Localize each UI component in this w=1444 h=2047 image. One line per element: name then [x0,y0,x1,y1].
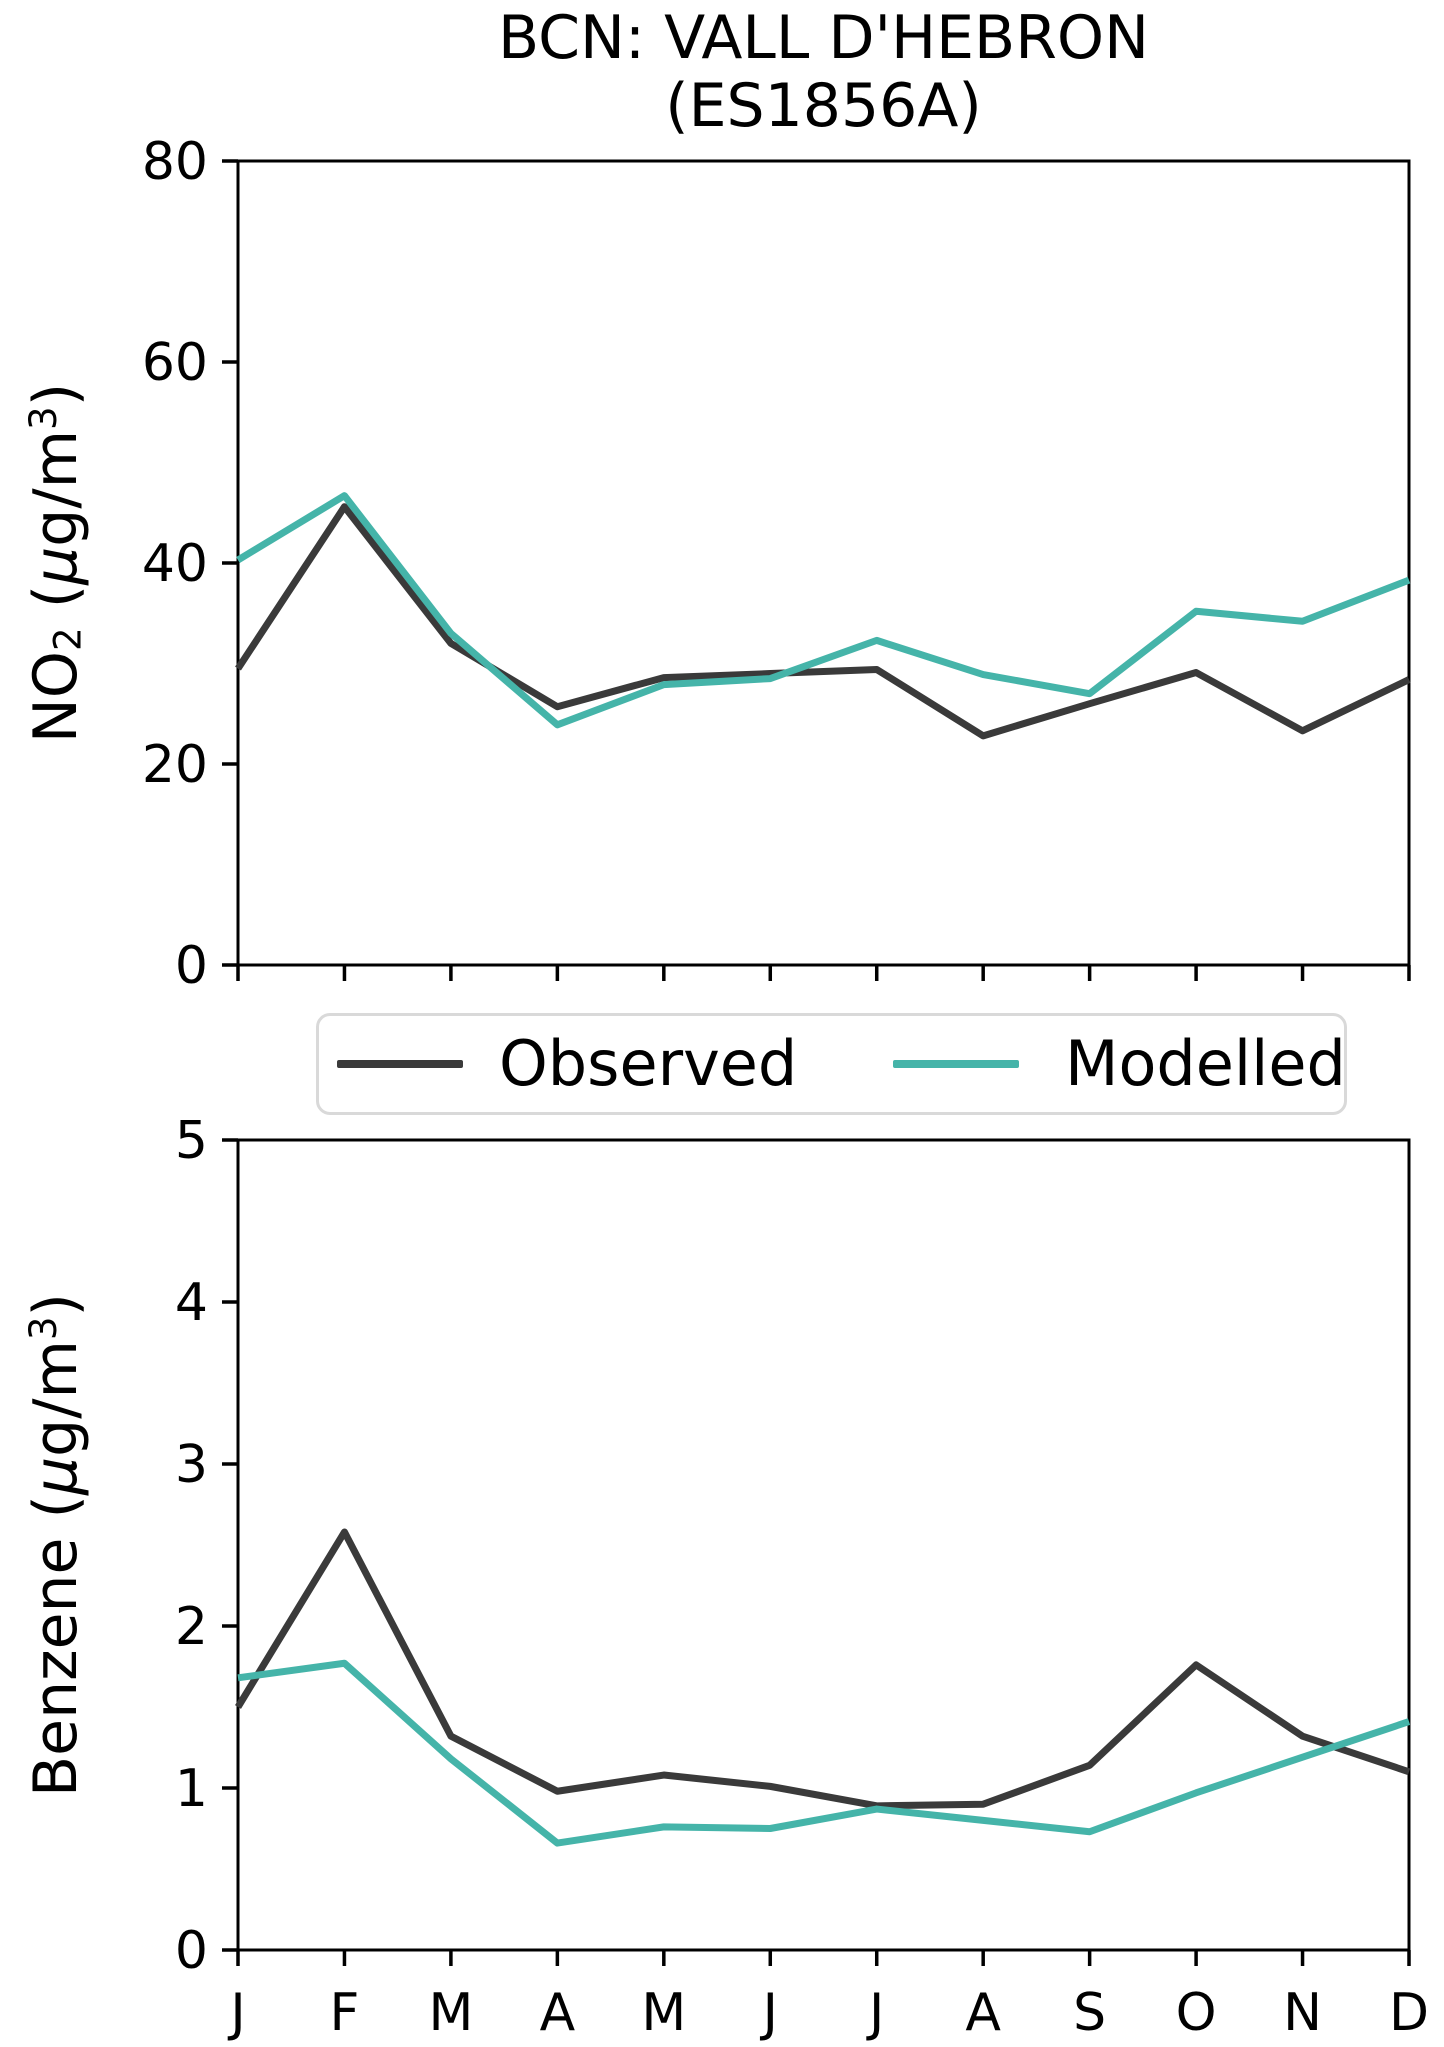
benzene-plot-frame [236,1138,1411,1952]
chart-title: BCN: VALL D'HEBRON (ES1856A) [238,4,1409,141]
benzene-y-tick-label: 1 [175,1759,208,1819]
no2-y-tick-label: 20 [142,735,208,795]
benzene-y-tick-label: 4 [175,1273,208,1333]
month-tick-label: M [641,1983,686,2043]
benzene-axis-label-close: ) [21,1293,92,1317]
benzene-observed-line [235,1528,1411,1810]
no2-modelled-line [236,492,1411,729]
month-tick-label: S [1073,1983,1106,2043]
month-tick-label: J [760,1983,778,2043]
no2-axis-label-text: NO [21,651,92,744]
no2-axis-label-open: ( [21,584,92,628]
no2-y-tick-label: 60 [142,333,208,393]
no2-axis-label: NO2 (μg/m3) [21,383,91,743]
month-tick-label: F [329,1983,359,2043]
legend-label-modelled: Modelled [1065,1027,1346,1100]
benzene-axis-label-text: Benzene [21,1537,92,1797]
benzene-axis-label-unit: g/m [21,1340,92,1457]
month-tick-label: M [428,1983,473,2043]
no2-plot-frame [236,159,1411,967]
benzene-modelled-line [237,1659,1411,1847]
legend-label-observed: Observed [499,1027,798,1100]
observed-line-swatch [337,1060,463,1068]
no2-axis-label-sub: 2 [45,627,90,652]
month-tick-label: J [866,1983,884,2043]
no2-observed-line [235,503,1411,740]
benzene-axis-label-open: ( [21,1495,92,1538]
no2-axis-label-sup: 3 [20,406,65,430]
no2-axis-label-unit: g/m [21,429,92,547]
no2-axis-label-close: ) [21,382,92,407]
chart-title-line1: BCN: VALL D'HEBRON [497,3,1150,73]
month-tick-label: D [1389,1983,1429,2043]
benzene-y-tick-label: 3 [175,1435,208,1495]
no2-y-tick-label: 0 [175,936,208,996]
month-tick-label: A [540,1983,576,2043]
benzene-y-tick-label: 5 [175,1111,208,1171]
legend: Observed Modelled [316,1013,1347,1115]
benzene-axis-label-sup: 3 [20,1316,65,1341]
month-tick-label: J [227,1983,245,2043]
mu-symbol: μ [21,1456,92,1496]
no2-y-tick-label: 80 [142,132,208,192]
benzene-y-tick-label: 2 [175,1597,208,1657]
month-tick-label: O [1176,1983,1217,2043]
mu-symbol: μ [21,546,92,585]
month-tick-label: N [1283,1983,1322,2043]
modelled-line-swatch [893,1060,1019,1068]
benzene-y-tick-label: 0 [175,1921,208,1981]
benzene-axis-label: Benzene (μg/m3) [21,1293,91,1797]
month-tick-label: A [965,1983,1001,2043]
no2-y-tick-label: 40 [142,534,208,594]
chart-title-line2: (ES1856A) [665,71,982,142]
